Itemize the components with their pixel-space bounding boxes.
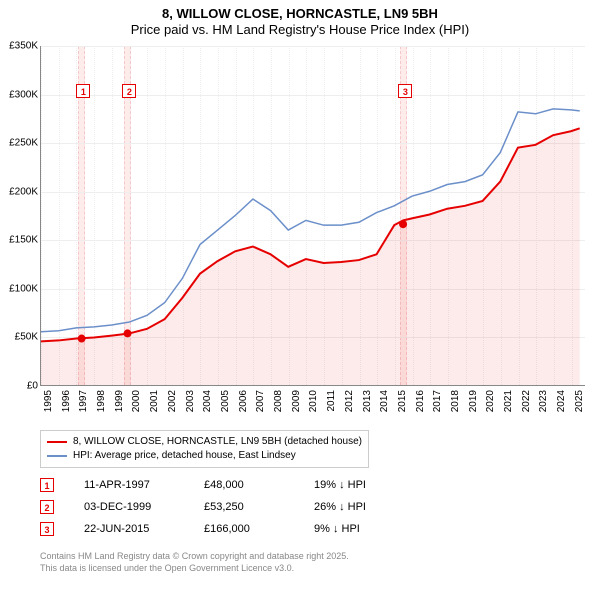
row-price: £48,000 bbox=[204, 479, 284, 491]
transaction-dot bbox=[399, 220, 407, 228]
legend-swatch bbox=[47, 455, 67, 457]
row-marker: 1 bbox=[40, 478, 54, 492]
subtitle: Price paid vs. HM Land Registry's House … bbox=[0, 22, 600, 37]
chart-container: 8, WILLOW CLOSE, HORNCASTLE, LN9 5BH Pri… bbox=[0, 0, 600, 590]
x-tick-label: 2011 bbox=[326, 390, 337, 412]
x-tick-label: 2005 bbox=[220, 390, 231, 412]
x-tick-label: 2010 bbox=[308, 390, 319, 412]
x-tick-label: 2016 bbox=[415, 390, 426, 412]
x-tick-label: 2018 bbox=[450, 390, 461, 412]
legend-swatch bbox=[47, 441, 67, 443]
legend-label: 8, WILLOW CLOSE, HORNCASTLE, LN9 5BH (de… bbox=[73, 435, 362, 449]
x-tick-label: 2000 bbox=[131, 390, 142, 412]
row-price: £166,000 bbox=[204, 523, 284, 535]
x-tick-label: 2025 bbox=[574, 390, 585, 412]
legend-label: HPI: Average price, detached house, East… bbox=[73, 449, 296, 463]
x-tick-label: 2022 bbox=[521, 390, 532, 412]
x-tick-label: 1997 bbox=[78, 390, 89, 412]
x-tick-label: 2004 bbox=[202, 390, 213, 412]
x-tick-label: 2007 bbox=[255, 390, 266, 412]
transaction-marker-box: 3 bbox=[398, 84, 412, 98]
row-date: 22-JUN-2015 bbox=[84, 523, 174, 535]
x-tick-label: 2015 bbox=[397, 390, 408, 412]
x-tick-label: 2002 bbox=[167, 390, 178, 412]
x-tick-label: 2012 bbox=[344, 390, 355, 412]
y-tick-label: £250K bbox=[9, 138, 38, 149]
x-tick-label: 2020 bbox=[485, 390, 496, 412]
x-tick-label: 1999 bbox=[114, 390, 125, 412]
row-diff: 9% ↓ HPI bbox=[314, 523, 414, 535]
x-tick-label: 1998 bbox=[96, 390, 107, 412]
x-tick-label: 2009 bbox=[291, 390, 302, 412]
legend: 8, WILLOW CLOSE, HORNCASTLE, LN9 5BH (de… bbox=[40, 430, 369, 468]
legend-row: HPI: Average price, detached house, East… bbox=[47, 449, 362, 463]
row-price: £53,250 bbox=[204, 501, 284, 513]
x-tick-label: 2019 bbox=[468, 390, 479, 412]
row-marker: 2 bbox=[40, 500, 54, 514]
row-diff: 19% ↓ HPI bbox=[314, 479, 414, 491]
row-diff: 26% ↓ HPI bbox=[314, 501, 414, 513]
x-tick-label: 1995 bbox=[43, 390, 54, 412]
row-date: 03-DEC-1999 bbox=[84, 501, 174, 513]
y-tick-label: £300K bbox=[9, 89, 38, 100]
legend-row: 8, WILLOW CLOSE, HORNCASTLE, LN9 5BH (de… bbox=[47, 435, 362, 449]
y-axis: £0£50K£100K£150K£200K£250K£300K£350K bbox=[0, 46, 40, 386]
address-title: 8, WILLOW CLOSE, HORNCASTLE, LN9 5BH bbox=[0, 6, 600, 21]
transaction-dot bbox=[78, 335, 86, 343]
transaction-row: 3 22-JUN-2015 £166,000 9% ↓ HPI bbox=[40, 518, 414, 540]
footer-line-1: Contains HM Land Registry data © Crown c… bbox=[40, 550, 349, 562]
x-tick-label: 2013 bbox=[362, 390, 373, 412]
y-tick-label: £150K bbox=[9, 235, 38, 246]
row-date: 11-APR-1997 bbox=[84, 479, 174, 491]
x-axis: 1995 1996 1997 1998 1999 2000 2001 2002 2003 2004… bbox=[40, 386, 585, 436]
footer: Contains HM Land Registry data © Crown c… bbox=[40, 550, 349, 574]
transaction-row: 2 03-DEC-1999 £53,250 26% ↓ HPI bbox=[40, 496, 414, 518]
x-tick-label: 2024 bbox=[556, 390, 567, 412]
x-tick-label: 2003 bbox=[185, 390, 196, 412]
title-block: 8, WILLOW CLOSE, HORNCASTLE, LN9 5BH Pri… bbox=[0, 0, 600, 39]
transaction-marker-box: 2 bbox=[122, 84, 136, 98]
series-red-fill bbox=[41, 128, 580, 385]
x-tick-label: 2017 bbox=[432, 390, 443, 412]
x-tick-label: 2008 bbox=[273, 390, 284, 412]
footer-line-2: This data is licensed under the Open Gov… bbox=[40, 562, 349, 574]
x-tick-label: 2001 bbox=[149, 390, 160, 412]
row-marker: 3 bbox=[40, 522, 54, 536]
transaction-dot bbox=[124, 329, 132, 337]
y-tick-label: £100K bbox=[9, 283, 38, 294]
transaction-table: 1 11-APR-1997 £48,000 19% ↓ HPI 2 03-DEC-1999… bbox=[40, 474, 414, 540]
y-tick-label: £0 bbox=[27, 381, 38, 392]
transaction-marker-box: 1 bbox=[76, 84, 90, 98]
x-tick-label: 2014 bbox=[379, 390, 390, 412]
x-tick-label: 2006 bbox=[238, 390, 249, 412]
x-tick-label: 2023 bbox=[538, 390, 549, 412]
y-tick-label: £200K bbox=[9, 186, 38, 197]
x-tick-label: 2021 bbox=[503, 390, 514, 412]
transaction-row: 1 11-APR-1997 £48,000 19% ↓ HPI bbox=[40, 474, 414, 496]
x-tick-label: 1996 bbox=[61, 390, 72, 412]
y-tick-label: £50K bbox=[15, 332, 38, 343]
chart-area: 1 2 3 bbox=[40, 46, 585, 386]
y-tick-label: £350K bbox=[9, 41, 38, 52]
